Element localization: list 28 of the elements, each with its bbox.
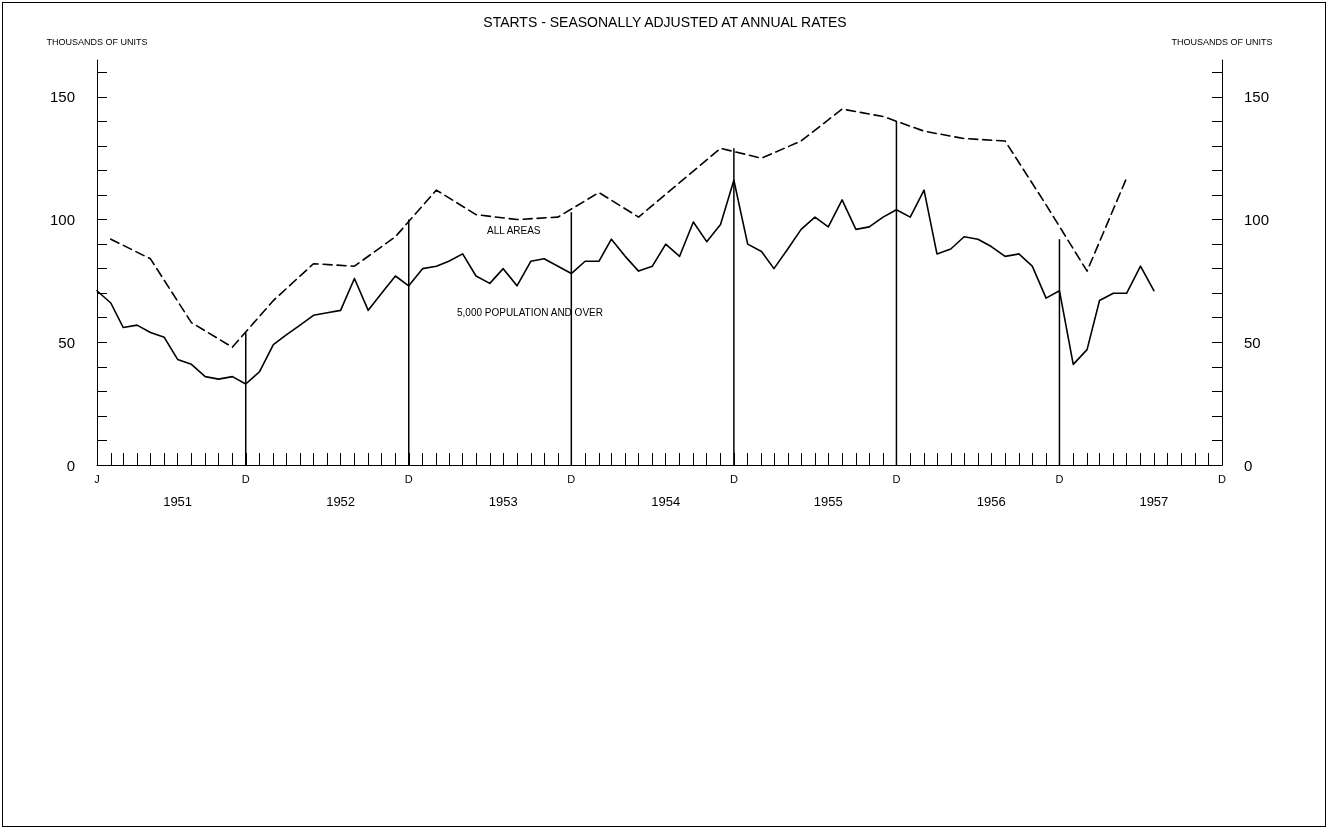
x-tick-label: 1952 bbox=[326, 494, 356, 509]
x-tick-label: 1954 bbox=[651, 494, 681, 509]
text: D bbox=[241, 472, 250, 485]
text: D bbox=[1218, 472, 1227, 485]
x-tick-label: 1953 bbox=[488, 494, 518, 509]
text: D bbox=[1055, 472, 1064, 485]
y-axis-title: THOUSANDS OF UNITS bbox=[46, 36, 148, 47]
x-tick-label: 1955 bbox=[813, 494, 843, 509]
y2-tick-label: 100 bbox=[1244, 211, 1270, 229]
y2-axis-title: THOUSANDS OF UNITS bbox=[1171, 36, 1273, 47]
x-tick-label: 1956 bbox=[976, 494, 1006, 509]
y-tick-label: 0 bbox=[66, 456, 75, 474]
y-tick-label: 50 bbox=[58, 333, 75, 351]
x-tick-label: 1957 bbox=[1139, 494, 1169, 509]
chart-title: STARTS - SEASONALLY ADJUSTED AT ANNUAL RATES bbox=[483, 14, 847, 30]
y2-tick-label: 150 bbox=[1244, 88, 1270, 106]
text: D bbox=[729, 472, 738, 485]
text: D bbox=[892, 472, 901, 485]
y2-tick-label: 0 bbox=[1244, 456, 1253, 474]
y-tick-label: 150 bbox=[49, 88, 75, 106]
series-label: ALL AREAS bbox=[486, 225, 541, 237]
text: J bbox=[94, 472, 100, 485]
y-tick-label: 100 bbox=[49, 211, 75, 229]
text: D bbox=[404, 472, 413, 485]
x-tick-label: 1951 bbox=[163, 494, 193, 509]
text: 5,000 POPULATION AND OVER bbox=[456, 307, 603, 319]
y2-tick-label: 50 bbox=[1244, 333, 1261, 351]
text: D bbox=[567, 472, 576, 485]
